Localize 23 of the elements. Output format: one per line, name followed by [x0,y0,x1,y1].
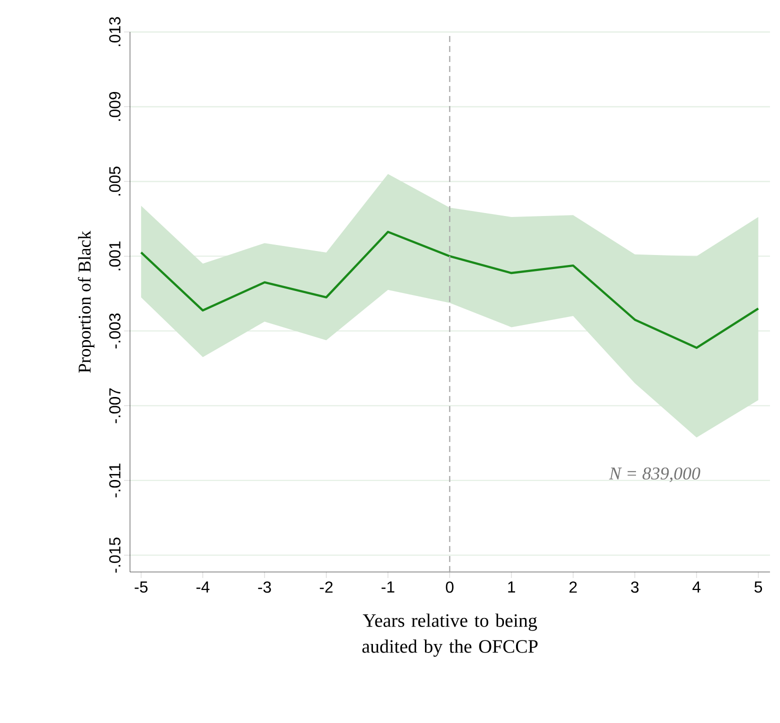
x-tick-label: -4 [196,582,210,592]
x-tick-label: -3 [258,582,271,593]
y-tick-label: -.011 [109,464,120,498]
y-tick-label: .009 [109,92,120,121]
line-series [140,230,760,349]
x-tick-label: -5 [134,582,148,593]
y-axis-title: Proportion of Black [78,230,94,373]
x-tick-label: 0 [446,582,454,593]
annotation: N = 839,000 [609,467,700,482]
y-tick-label: .013 [109,17,120,46]
y-tick-label: -.003 [109,313,120,348]
x-tick-label: 2 [569,582,577,593]
x-axis-title: Years relative to being audited by the OFCCP [362,614,538,657]
y-tick-label: -.015 [109,538,120,573]
x-tick-label: -2 [320,582,333,593]
y-tick-label: .005 [109,166,120,196]
x-tick-label: 5 [754,582,762,593]
x-tick-label: 3 [631,582,639,593]
x-tick-label: 1 [508,582,516,592]
y-tick-label: -.007 [109,388,120,424]
x-tick-label: 4 [692,582,701,592]
x-tick-label: -1 [382,582,394,592]
y-tick-label: .001 [109,241,120,270]
